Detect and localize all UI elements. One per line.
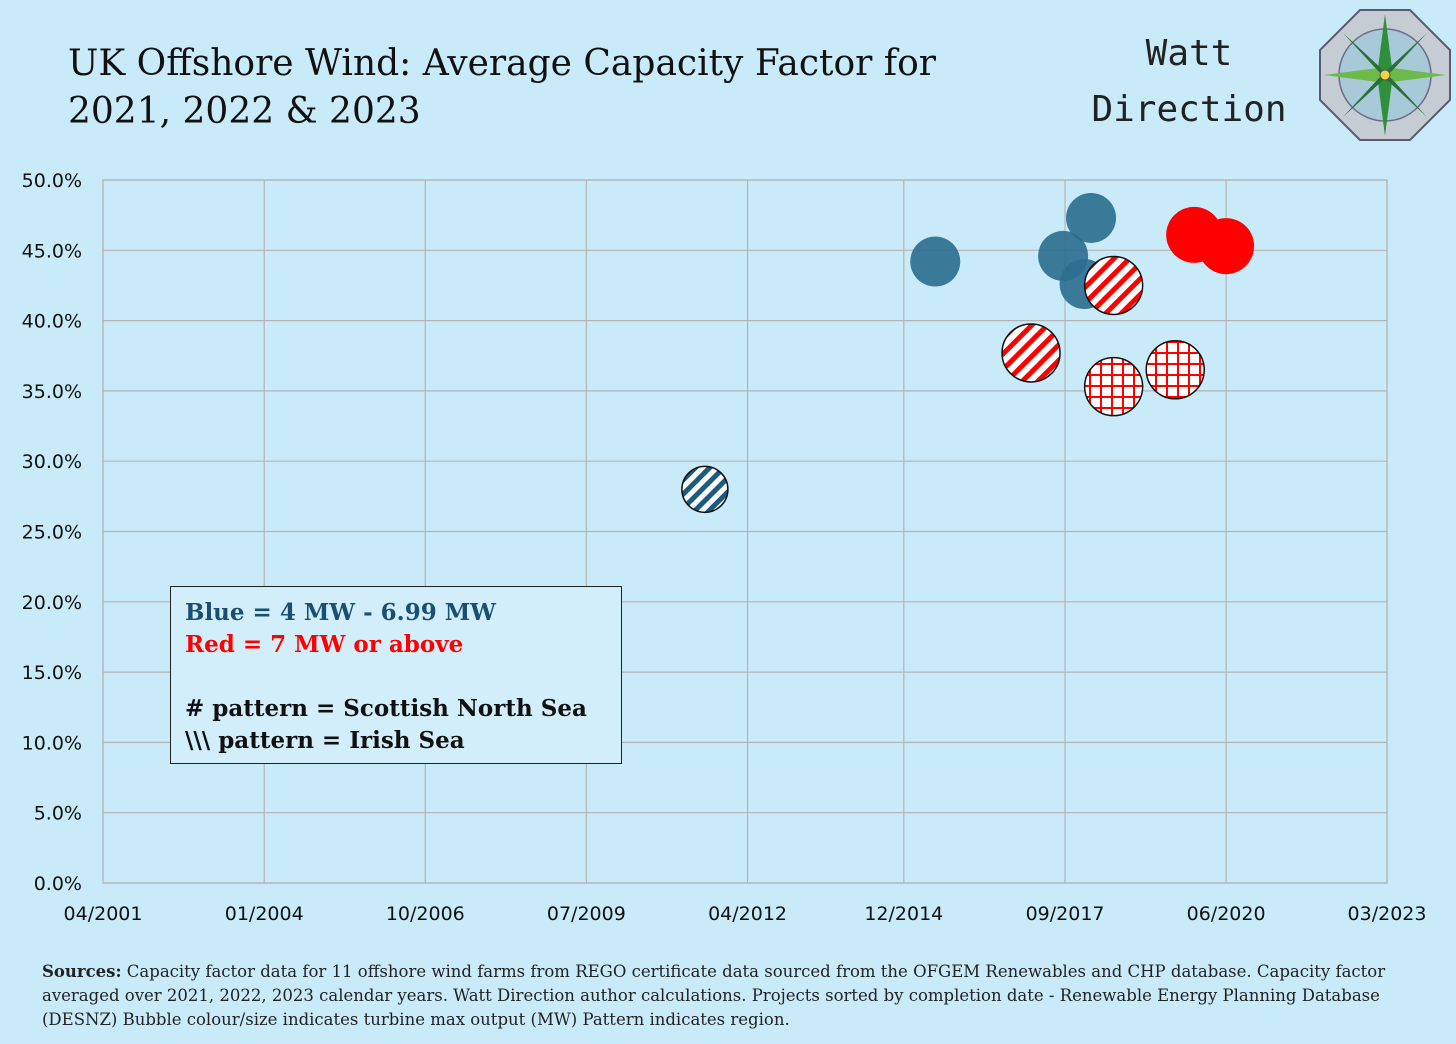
brand-wordmark: Watt Direction [1064, 26, 1314, 138]
x-tick-label: 10/2006 [386, 903, 465, 925]
y-tick-label: 5.0% [34, 803, 82, 825]
legend-box: Blue = 4 MW - 6.99 MW Red = 7 MW or abov… [170, 586, 622, 764]
y-tick-label: 30.0% [22, 451, 82, 473]
y-tick-label: 40.0% [22, 311, 82, 333]
data-point [1083, 255, 1144, 316]
x-tick-label: 06/2020 [1187, 903, 1266, 925]
grid-lines [102, 179, 1388, 884]
x-tick-label: 04/2012 [708, 903, 787, 925]
y-tick-label: 35.0% [22, 381, 82, 403]
y-tick-label: 45.0% [22, 240, 82, 262]
sources-text: Capacity factor data for 11 offshore win… [42, 962, 1386, 1029]
y-tick-label: 15.0% [22, 662, 82, 684]
compass-logo-icon [1319, 9, 1451, 141]
y-tick-label: 10.0% [22, 732, 82, 754]
x-tick-label: 07/2009 [547, 903, 626, 925]
sources-note: Sources: Capacity factor data for 11 off… [42, 960, 1432, 1032]
y-tick-label: 25.0% [22, 522, 82, 544]
sources-label: Sources: [42, 962, 122, 981]
x-tick-label: 04/2001 [64, 903, 143, 925]
legend-red-entry: Red = 7 MW or above [185, 631, 464, 658]
data-point [681, 465, 729, 514]
x-tick-label: 09/2017 [1026, 903, 1105, 925]
data-point [1066, 192, 1117, 243]
y-tick-label: 0.0% [34, 873, 82, 895]
plot-border [102, 179, 1388, 884]
brand-line-1: Watt [1145, 33, 1233, 74]
legend-hash-pattern-entry: # pattern = Scottish North Sea [185, 695, 587, 722]
data-point [1198, 218, 1255, 275]
x-tick-label: 01/2004 [225, 903, 304, 925]
legend-backslash-pattern-entry: \\\ pattern = Irish Sea [185, 727, 465, 754]
x-tick-label: 03/2023 [1348, 903, 1427, 925]
y-tick-label: 50.0% [22, 170, 82, 192]
legend-blue-entry: Blue = 4 MW - 6.99 MW [185, 599, 496, 626]
axis-labels: 0.0% 5.0% 10.0% 15.0% 20.0% 25.0% 30.0% 35.0% 40… [22, 170, 1427, 925]
y-tick-label: 20.0% [22, 592, 82, 614]
data-point [1083, 356, 1144, 417]
brand-line-2: Direction [1091, 89, 1287, 130]
data-point [910, 236, 961, 287]
data-point [1145, 340, 1205, 400]
chart-title: UK Offshore Wind: Average Capacity Facto… [68, 43, 936, 132]
x-tick-label: 12/2014 [864, 903, 943, 925]
data-point [1001, 323, 1061, 383]
data-points [681, 192, 1255, 514]
